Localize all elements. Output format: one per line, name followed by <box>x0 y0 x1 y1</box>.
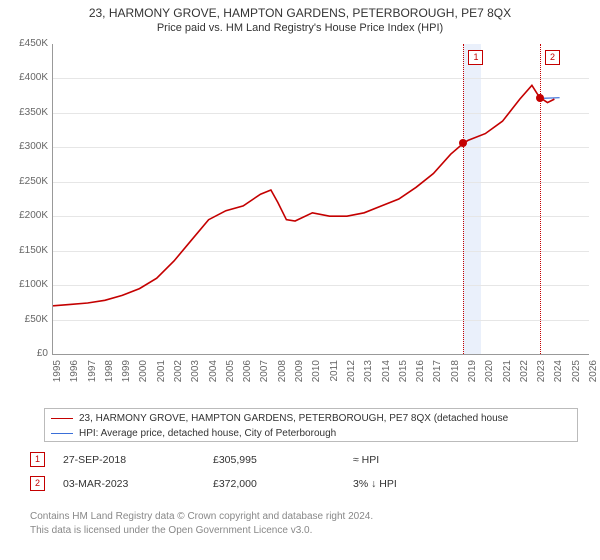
info-date: 27-SEP-2018 <box>63 454 213 466</box>
x-tick-label: 1996 <box>69 360 80 390</box>
x-tick-label: 2006 <box>242 360 253 390</box>
title-address: 23, HARMONY GROVE, HAMPTON GARDENS, PETE… <box>0 6 600 20</box>
x-tick-label: 2010 <box>311 360 322 390</box>
y-tick-label: £450K <box>12 38 48 49</box>
info-row: 1 27-SEP-2018£305,995≈ HPI <box>30 452 453 467</box>
x-tick-label: 2001 <box>156 360 167 390</box>
footer: Contains HM Land Registry data © Crown c… <box>30 510 373 537</box>
info-delta: 3% ↓ HPI <box>353 478 453 490</box>
x-tick-label: 2005 <box>225 360 236 390</box>
x-tick-label: 2023 <box>536 360 547 390</box>
series-svg <box>53 44 589 354</box>
x-tick-label: 2012 <box>346 360 357 390</box>
y-tick-label: £200K <box>12 210 48 221</box>
x-tick-label: 2004 <box>208 360 219 390</box>
x-tick-label: 2009 <box>294 360 305 390</box>
y-tick-label: £0 <box>12 348 48 359</box>
x-tick-label: 2013 <box>363 360 374 390</box>
legend-label: 23, HARMONY GROVE, HAMPTON GARDENS, PETE… <box>79 413 508 424</box>
x-tick-label: 2000 <box>138 360 149 390</box>
legend-swatch <box>51 418 73 419</box>
sale-marker-box: 2 <box>545 50 560 65</box>
x-tick-label: 1997 <box>87 360 98 390</box>
x-tick-label: 2020 <box>484 360 495 390</box>
x-tick-label: 2019 <box>467 360 478 390</box>
sale-marker-box: 1 <box>468 50 483 65</box>
x-tick-label: 2024 <box>553 360 564 390</box>
y-tick-label: £50K <box>12 314 48 325</box>
chart-area: 12 £0£50K£100K£150K£200K£250K£300K£350K£… <box>8 44 592 400</box>
footer-line2: This data is licensed under the Open Gov… <box>30 524 373 538</box>
y-tick-label: £100K <box>12 279 48 290</box>
plot-region: 12 <box>52 44 589 355</box>
x-tick-label: 2017 <box>432 360 443 390</box>
sale-dot <box>536 94 544 102</box>
x-tick-label: 2003 <box>190 360 201 390</box>
x-tick-label: 1998 <box>104 360 115 390</box>
y-tick-label: £300K <box>12 141 48 152</box>
info-date: 03-MAR-2023 <box>63 478 213 490</box>
sale-dot <box>459 139 467 147</box>
x-tick-label: 2018 <box>450 360 461 390</box>
info-marker: 1 <box>30 452 45 467</box>
x-tick-label: 2025 <box>571 360 582 390</box>
chart-container: 23, HARMONY GROVE, HAMPTON GARDENS, PETE… <box>0 0 600 560</box>
y-tick-label: £400K <box>12 72 48 83</box>
x-tick-label: 2011 <box>329 360 340 390</box>
x-tick-label: 1999 <box>121 360 132 390</box>
info-marker: 2 <box>30 476 45 491</box>
legend-swatch <box>51 433 73 434</box>
x-tick-label: 2022 <box>519 360 530 390</box>
title-block: 23, HARMONY GROVE, HAMPTON GARDENS, PETE… <box>0 0 600 34</box>
info-price: £305,995 <box>213 454 353 466</box>
x-tick-label: 2007 <box>259 360 270 390</box>
title-subtitle: Price paid vs. HM Land Registry's House … <box>0 22 600 34</box>
y-tick-label: £150K <box>12 245 48 256</box>
info-row: 2 03-MAR-2023£372,0003% ↓ HPI <box>30 476 453 491</box>
info-price: £372,000 <box>213 478 353 490</box>
legend-label: HPI: Average price, detached house, City… <box>79 428 336 439</box>
info-delta: ≈ HPI <box>353 454 453 466</box>
x-tick-label: 2014 <box>381 360 392 390</box>
x-tick-label: 2026 <box>588 360 599 390</box>
legend-row: HPI: Average price, detached house, City… <box>51 426 571 441</box>
legend: 23, HARMONY GROVE, HAMPTON GARDENS, PETE… <box>44 408 578 442</box>
legend-row: 23, HARMONY GROVE, HAMPTON GARDENS, PETE… <box>51 411 571 426</box>
x-tick-label: 2015 <box>398 360 409 390</box>
y-tick-label: £250K <box>12 176 48 187</box>
x-tick-label: 1995 <box>52 360 63 390</box>
x-tick-label: 2008 <box>277 360 288 390</box>
x-tick-label: 2021 <box>502 360 513 390</box>
x-tick-label: 2016 <box>415 360 426 390</box>
y-tick-label: £350K <box>12 107 48 118</box>
x-tick-label: 2002 <box>173 360 184 390</box>
series-subject <box>53 85 554 305</box>
footer-line1: Contains HM Land Registry data © Crown c… <box>30 510 373 524</box>
